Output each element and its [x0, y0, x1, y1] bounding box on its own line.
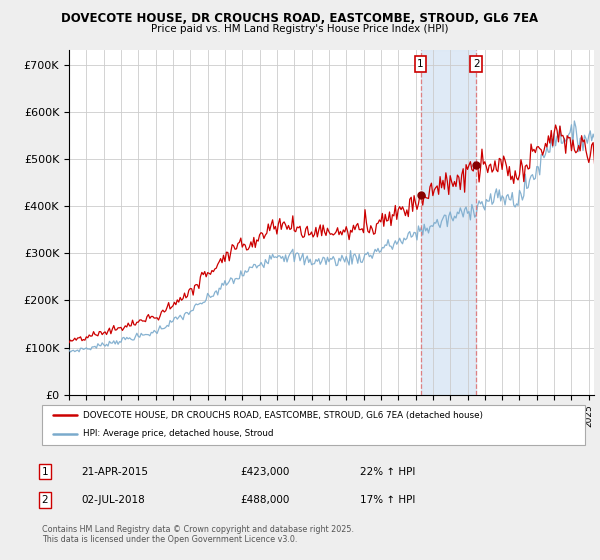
FancyBboxPatch shape [42, 405, 585, 445]
Text: 2: 2 [41, 495, 49, 505]
Text: 1: 1 [41, 466, 49, 477]
Text: Contains HM Land Registry data © Crown copyright and database right 2025.
This d: Contains HM Land Registry data © Crown c… [42, 525, 354, 544]
Text: 2: 2 [473, 59, 479, 69]
Text: DOVECOTE HOUSE, DR CROUCHS ROAD, EASTCOMBE, STROUD, GL6 7EA: DOVECOTE HOUSE, DR CROUCHS ROAD, EASTCOM… [61, 12, 539, 25]
Text: HPI: Average price, detached house, Stroud: HPI: Average price, detached house, Stro… [83, 430, 273, 438]
Text: 21-APR-2015: 21-APR-2015 [81, 466, 148, 477]
Text: 22% ↑ HPI: 22% ↑ HPI [360, 466, 415, 477]
Text: 1: 1 [417, 59, 424, 69]
Text: Price paid vs. HM Land Registry's House Price Index (HPI): Price paid vs. HM Land Registry's House … [151, 24, 449, 34]
Bar [421, 50, 476, 395]
Text: £488,000: £488,000 [240, 495, 289, 505]
Text: DOVECOTE HOUSE, DR CROUCHS ROAD, EASTCOMBE, STROUD, GL6 7EA (detached house): DOVECOTE HOUSE, DR CROUCHS ROAD, EASTCOM… [83, 411, 483, 420]
Text: 02-JUL-2018: 02-JUL-2018 [81, 495, 145, 505]
Text: £423,000: £423,000 [240, 466, 289, 477]
Text: 17% ↑ HPI: 17% ↑ HPI [360, 495, 415, 505]
